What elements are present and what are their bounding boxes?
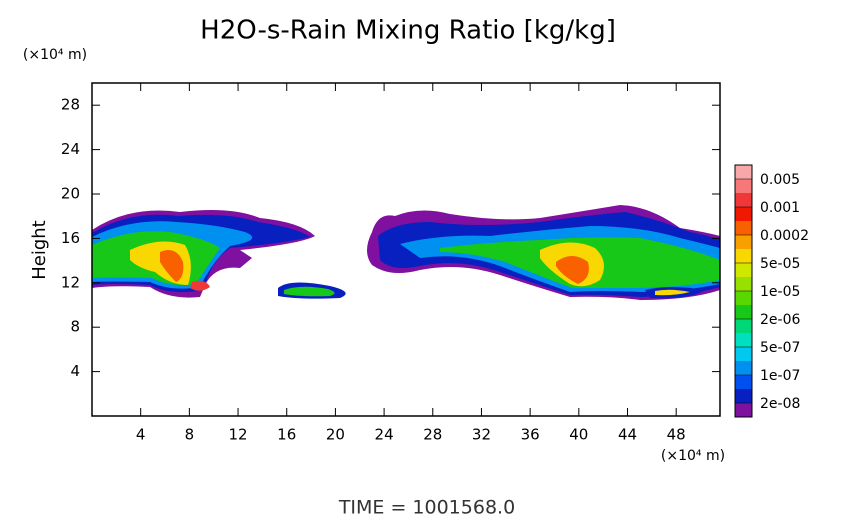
x-tick-label: 48 — [667, 426, 686, 444]
colorbar-label: 2e-08 — [760, 396, 800, 412]
time-annotation: TIME = 1001568.0 — [338, 497, 515, 519]
colorbar-label: 1e-07 — [760, 368, 800, 384]
colorbar-swatch — [735, 221, 752, 235]
y-tick-label: 4 — [70, 362, 80, 380]
colorbar-swatch — [735, 179, 752, 193]
colorbar-swatch — [735, 333, 752, 347]
contour-field — [92, 205, 720, 300]
y-tick-label: 8 — [70, 318, 80, 336]
y-tick-label: 20 — [61, 185, 80, 203]
y-tick-label: 28 — [61, 96, 80, 114]
x-tick-label: 20 — [326, 426, 345, 444]
plot-frame — [91, 82, 721, 417]
colorbar-swatch — [735, 319, 752, 333]
x-tick-label: 24 — [375, 426, 394, 444]
y-axis-label: Height — [29, 220, 50, 280]
colorbar: 0.005 0.001 0.0002 5e-05 1e-05 2e-06 5e-07 1e-0… — [734, 164, 809, 418]
x-tick-label: 28 — [423, 426, 442, 444]
x-unit: (×10⁴ m) — [661, 448, 725, 464]
chart-title: H2O-s-Rain Mixing Ratio [kg/kg] — [200, 16, 616, 46]
x-tick-label: 16 — [277, 426, 296, 444]
colorbar-label: 5e-07 — [760, 340, 800, 356]
colorbar-swatch — [735, 389, 752, 403]
colorbar-label: 2e-06 — [760, 312, 800, 328]
y-tick-label: 12 — [61, 273, 80, 291]
y-tick-label: 24 — [61, 140, 80, 158]
colorbar-label: 1e-05 — [760, 284, 800, 300]
colorbar-swatch — [735, 207, 752, 221]
colorbar-label: 0.0002 — [760, 228, 809, 244]
x-tick-label: 12 — [228, 426, 247, 444]
x-tick-label: 44 — [618, 426, 637, 444]
y-tick-label: 16 — [61, 229, 80, 247]
colorbar-swatch — [735, 347, 752, 361]
x-tick-label: 8 — [185, 426, 195, 444]
colorbar-swatch — [735, 305, 752, 319]
colorbar-swatch — [735, 263, 752, 277]
y-unit: (×10⁴ m) — [23, 47, 87, 63]
colorbar-swatch — [735, 235, 752, 249]
colorbar-label: 0.001 — [760, 200, 800, 216]
colorbar-swatch — [735, 165, 752, 179]
colorbar-swatch — [735, 291, 752, 305]
x-tick-label: 32 — [472, 426, 491, 444]
colorbar-swatch — [735, 361, 752, 375]
colorbar-swatch — [735, 403, 752, 417]
x-tick-label: 36 — [521, 426, 540, 444]
x-tick-label: 4 — [136, 426, 146, 444]
colorbar-label: 5e-05 — [760, 256, 800, 272]
colorbar-swatch — [735, 193, 752, 207]
colorbar-swatch — [735, 249, 752, 263]
colorbar-label: 0.005 — [760, 172, 800, 188]
x-tick-label: 40 — [569, 426, 588, 444]
colorbar-swatch — [735, 375, 752, 389]
colorbar-swatch — [735, 277, 752, 291]
